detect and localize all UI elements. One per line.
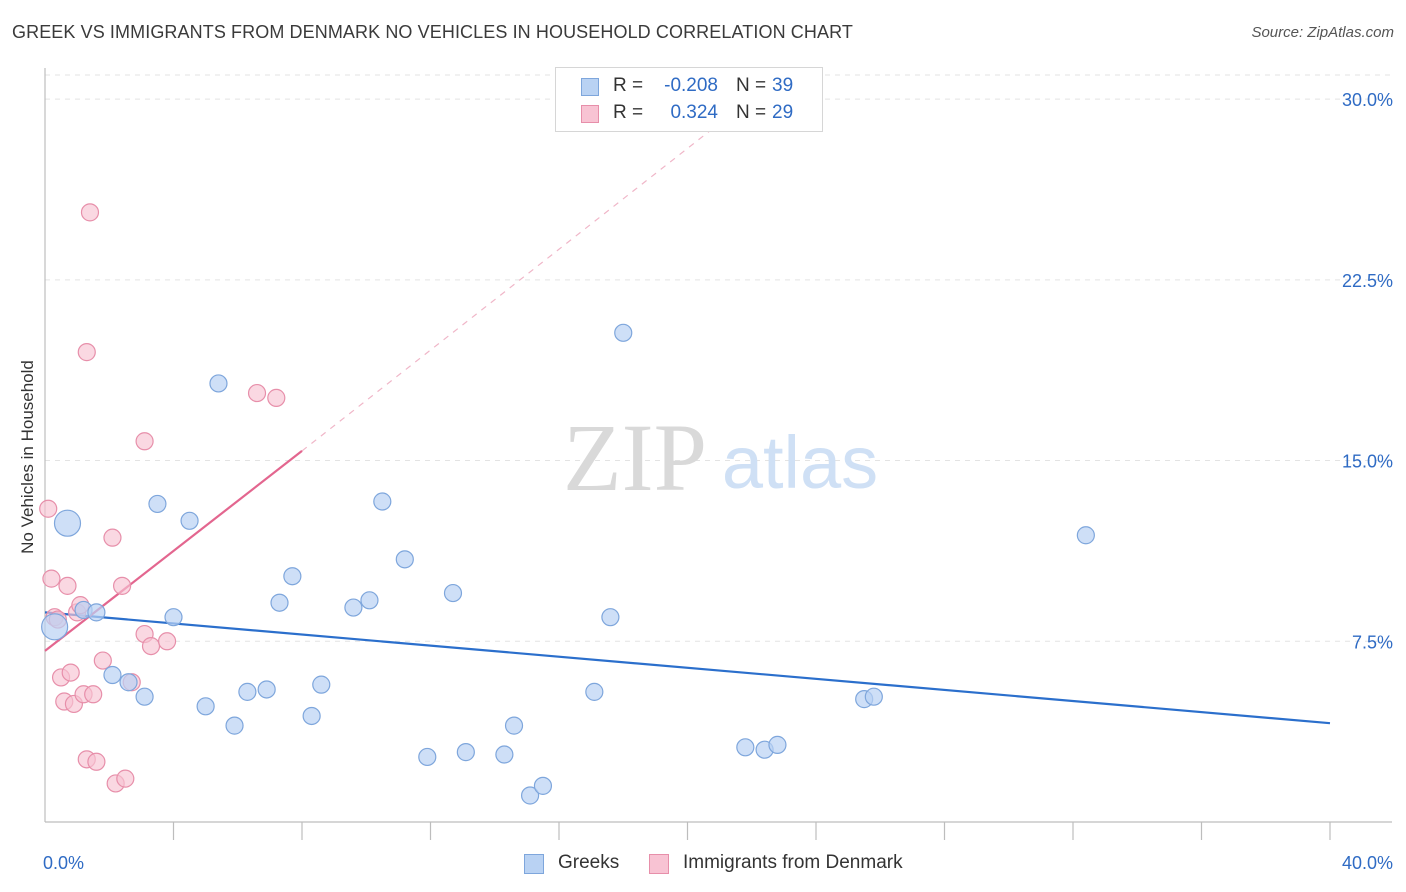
gridlines bbox=[45, 74, 1392, 642]
greeks-data-point bbox=[344, 598, 363, 617]
immigrants-data-point bbox=[135, 432, 154, 451]
y-tick-label: 7.5% bbox=[1352, 632, 1393, 652]
greeks-data-point bbox=[119, 673, 138, 692]
greeks-data-point bbox=[1076, 526, 1095, 545]
greeks-data-point bbox=[257, 680, 276, 699]
watermark: ZIP atlas bbox=[563, 404, 878, 511]
series-greeks bbox=[41, 323, 1095, 805]
greeks-data-point bbox=[164, 608, 183, 627]
greeks-data-point bbox=[373, 492, 392, 511]
greeks-data-point bbox=[456, 743, 475, 762]
greeks-data-point bbox=[504, 716, 524, 735]
r-label: R = bbox=[613, 75, 644, 96]
n-value: 29 bbox=[772, 102, 794, 123]
immigrants-data-point bbox=[58, 576, 77, 595]
immigrants-swatch bbox=[649, 854, 669, 874]
r-value: -0.208 bbox=[664, 75, 718, 96]
greeks-data-point bbox=[209, 374, 228, 393]
immigrants-data-point bbox=[39, 499, 58, 518]
r-label: R = bbox=[613, 102, 644, 123]
immigrants-data-point bbox=[80, 203, 100, 222]
greeks-data-point bbox=[585, 682, 604, 701]
greeks-swatch bbox=[524, 854, 544, 874]
greeks-data-point bbox=[270, 593, 289, 612]
y-axis-label: No Vehicles in Household bbox=[18, 360, 37, 554]
n-label: N = bbox=[736, 102, 767, 123]
immigrants-data-point bbox=[84, 685, 103, 704]
chart-title: GREEK VS IMMIGRANTS FROM DENMARK NO VEHI… bbox=[12, 22, 853, 42]
immigrants-swatch bbox=[581, 105, 599, 123]
greeks-data-point bbox=[395, 550, 414, 569]
immigrants-trend-extension bbox=[301, 122, 720, 452]
greeks-data-point bbox=[103, 665, 122, 685]
x-tick-label: 40.0% bbox=[1342, 853, 1393, 873]
y-tick-label: 15.0% bbox=[1342, 452, 1393, 472]
greeks-data-point bbox=[135, 687, 154, 706]
greeks-trend-line bbox=[44, 611, 1331, 725]
greeks-data-point bbox=[768, 735, 787, 754]
immigrants-data-point bbox=[112, 576, 132, 595]
n-label: N = bbox=[736, 75, 767, 96]
greeks-data-point bbox=[495, 745, 514, 764]
y-tick-label: 30.0% bbox=[1342, 90, 1393, 110]
greeks-swatch bbox=[581, 78, 599, 96]
immigrants-data-point bbox=[247, 383, 267, 403]
greeks-data-point bbox=[520, 786, 540, 805]
immigrants-data-point bbox=[157, 632, 177, 651]
greeks-data-point bbox=[864, 687, 883, 706]
greeks-data-point bbox=[533, 776, 553, 795]
greeks-data-point bbox=[53, 509, 82, 537]
immigrants-data-point bbox=[42, 569, 61, 588]
x-tick-label: 0.0% bbox=[43, 853, 84, 873]
greeks-data-point bbox=[302, 706, 321, 726]
greeks-data-point bbox=[41, 613, 69, 641]
watermark-zip: ZIP bbox=[563, 404, 707, 511]
greeks-data-point bbox=[312, 675, 331, 694]
chart-source: Source: ZipAtlas.com bbox=[1251, 24, 1394, 41]
immigrants-data-point bbox=[141, 636, 161, 656]
immigrants-data-point bbox=[61, 663, 80, 682]
greeks-data-point bbox=[196, 697, 215, 716]
greeks-data-point bbox=[443, 583, 463, 603]
immigrants-data-point bbox=[116, 769, 135, 788]
r-value: 0.324 bbox=[670, 102, 718, 123]
n-value: 39 bbox=[772, 75, 794, 96]
tick-labels: 7.5% 15.0% 22.5% 30.0% 0.0% 40.0% bbox=[43, 90, 1393, 873]
greeks-data-point bbox=[360, 591, 379, 610]
greeks-data-point bbox=[238, 682, 257, 701]
y-tick-label: 22.5% bbox=[1342, 271, 1393, 291]
immigrants-data-point bbox=[103, 528, 122, 547]
greeks-data-point bbox=[148, 494, 167, 514]
legend-label: Immigrants from Denmark bbox=[683, 852, 903, 873]
greeks-data-point bbox=[87, 603, 106, 622]
greeks-data-point bbox=[225, 716, 244, 735]
greeks-data-point bbox=[614, 323, 633, 342]
watermark-atlas: atlas bbox=[722, 421, 878, 504]
immigrants-data-point bbox=[93, 651, 112, 670]
correlation-legend: R = -0.208 N = 39 R = 0.324 N = 29 bbox=[555, 67, 823, 132]
immigrants-data-point bbox=[77, 343, 96, 362]
greeks-data-point bbox=[601, 608, 620, 627]
greeks-data-point bbox=[180, 511, 199, 530]
immigrants-data-point bbox=[267, 388, 286, 407]
legend-label: Greeks bbox=[558, 852, 620, 873]
greeks-data-point bbox=[283, 567, 302, 586]
axes bbox=[44, 68, 1392, 840]
greeks-data-point bbox=[418, 747, 437, 767]
immigrants-data-point bbox=[87, 752, 106, 771]
greeks-data-point bbox=[736, 738, 755, 757]
